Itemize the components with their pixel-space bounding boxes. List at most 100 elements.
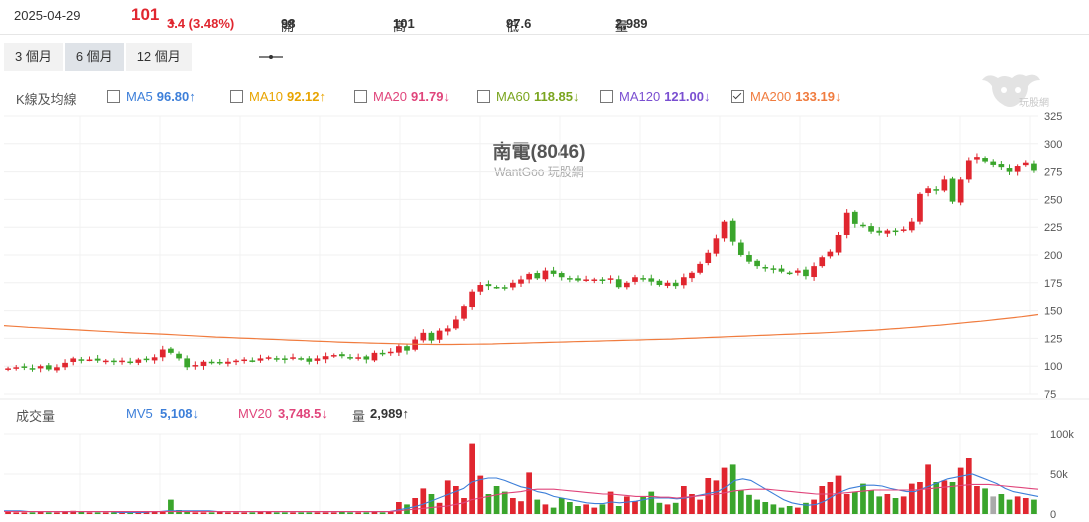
volume-bar — [151, 511, 158, 514]
volume-bar — [965, 458, 972, 514]
candle-body — [518, 279, 524, 284]
volume-tick-label: 100k — [1050, 429, 1074, 441]
range-12m-button[interactable]: 12 個月 — [125, 43, 192, 71]
quote-change-value: 3.4 (3.48%) — [167, 16, 235, 31]
candle-body — [632, 277, 638, 282]
volume-bar — [282, 512, 288, 514]
price-tick-label: 150 — [1044, 306, 1062, 318]
candle-body — [811, 266, 817, 278]
range-3m-button[interactable]: 3 個月 — [4, 43, 63, 71]
volume-bar — [575, 506, 581, 514]
candle-body — [428, 332, 435, 341]
candle-body — [998, 164, 1005, 168]
volume-bar — [542, 504, 549, 514]
ma200-checkbox[interactable] — [731, 90, 744, 103]
candle-body — [493, 287, 500, 289]
volume-bar — [1006, 499, 1013, 514]
volume-bar — [778, 507, 785, 514]
candle-body — [933, 189, 940, 191]
volume-bar — [86, 512, 93, 514]
ma200-value: 133.19↓ — [795, 89, 842, 104]
volume-bar — [298, 512, 305, 514]
candle-body — [453, 319, 459, 329]
volume-bar — [371, 511, 378, 514]
volume-value: 2,989 — [615, 16, 648, 31]
volume-bar — [803, 502, 809, 514]
candle-body — [648, 278, 655, 282]
ma5-checkbox[interactable] — [107, 90, 120, 103]
volume-bar — [135, 512, 142, 514]
candle-body — [583, 279, 589, 281]
wantgoo-bull-logo — [982, 74, 1040, 107]
ma10-value: 92.12↑ — [286, 89, 327, 104]
ma5-toggle[interactable]: MA5 96.80↑ — [107, 89, 196, 104]
ma60-checkbox[interactable] — [477, 90, 490, 103]
volume-bar — [990, 496, 997, 514]
volume-bar — [428, 494, 435, 514]
volume-bar — [404, 504, 410, 514]
volume-bar — [493, 486, 500, 514]
volume-bar — [119, 512, 125, 514]
price-tick-label: 200 — [1044, 250, 1062, 262]
quote-price: 101 — [131, 5, 160, 24]
candle-body — [62, 362, 68, 368]
mv5-label: MV5 — [126, 406, 153, 421]
candle-body — [461, 306, 467, 319]
volume-bar — [233, 512, 239, 514]
volume-bar — [917, 482, 923, 514]
candle-body — [762, 267, 769, 269]
candle-body — [127, 361, 134, 364]
candle-body — [786, 272, 793, 275]
volume-bar — [184, 511, 191, 514]
ma10-toggle[interactable]: MA10 92.12↑ — [230, 89, 326, 104]
candle-body — [477, 285, 484, 292]
ma60-label: MA60 — [496, 89, 530, 104]
volume-value: 2,989↑ — [370, 406, 410, 421]
crosshair-toggle-icon[interactable] — [258, 50, 284, 64]
range-6m-button[interactable]: 6 個月 — [64, 43, 124, 71]
mv20-line — [4, 483, 1039, 513]
volume-bar — [436, 502, 443, 514]
volume-bar — [754, 499, 760, 514]
candle-body — [607, 278, 614, 280]
candle-body — [868, 226, 874, 232]
candle-body — [86, 359, 93, 362]
ma120-checkbox[interactable] — [600, 90, 613, 103]
candle-body — [233, 360, 239, 363]
candle-body — [542, 270, 549, 280]
volume-bar — [957, 467, 964, 514]
volume-bar — [591, 507, 598, 514]
candle-body — [192, 365, 199, 367]
candle-body — [151, 357, 158, 361]
ma200-toggle[interactable]: MA200 133.19↓ — [731, 89, 841, 104]
price-tick-label: 275 — [1044, 167, 1062, 179]
candle-body — [705, 252, 712, 264]
ma20-toggle[interactable]: MA20 91.79↓ — [354, 89, 450, 104]
volume-bar — [94, 512, 101, 514]
volume-bar — [737, 490, 744, 514]
ma200-line — [3, 313, 1039, 346]
volume-bar — [680, 486, 687, 514]
ma120-value: 121.00↓ — [664, 89, 711, 104]
mv5-value: 5,108↓ — [160, 406, 200, 421]
volume-bar — [1014, 496, 1021, 514]
candle-body — [803, 269, 809, 277]
candle-body — [387, 351, 394, 354]
ma120-toggle[interactable]: MA120 121.00↓ — [600, 89, 710, 104]
ma60-toggle[interactable]: MA60 118.85↓ — [477, 89, 580, 104]
volume-bar — [558, 498, 565, 514]
candle-body — [908, 221, 915, 231]
volume-bar — [884, 494, 891, 514]
volume-bar — [949, 482, 956, 514]
ma10-checkbox[interactable] — [230, 90, 243, 103]
candle-body — [697, 263, 703, 273]
ma20-checkbox[interactable] — [354, 90, 367, 103]
volume-bar — [794, 507, 801, 514]
low-value: 97.6 — [506, 16, 532, 31]
volume-bar — [249, 512, 256, 514]
candle-body — [851, 211, 858, 224]
volume-bar — [868, 490, 874, 514]
candle-body — [770, 268, 777, 270]
ma-panel-title: K線及均線 — [16, 92, 77, 107]
